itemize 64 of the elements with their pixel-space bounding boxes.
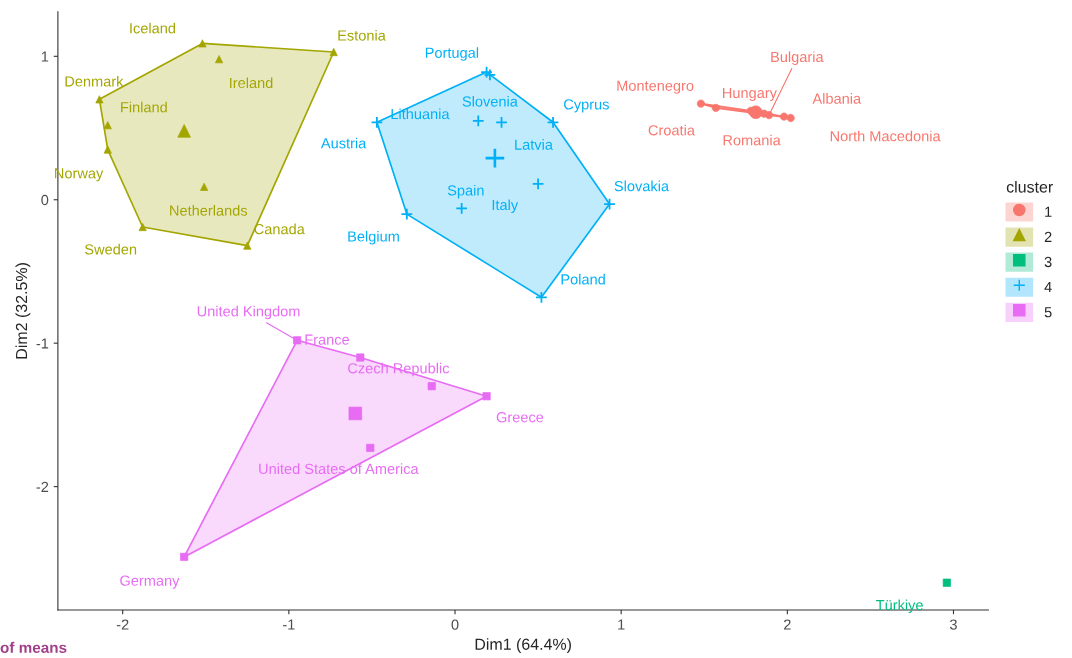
- y-tick-label: -2: [36, 481, 49, 492]
- y-tick-label: -1: [36, 338, 49, 349]
- point: [603, 197, 616, 211]
- point: [546, 116, 560, 129]
- annotation: Sweden: [85, 243, 137, 255]
- annotation: Ireland: [230, 77, 273, 89]
- annotation: Poland: [561, 273, 605, 285]
- annotation: Portugal: [425, 47, 479, 61]
- annotation: Greece: [496, 412, 544, 423]
- y-axis-title: Dim2 (32.5%): [15, 263, 31, 359]
- annotation: Belgium: [348, 230, 399, 245]
- annotation: Czech Republic: [348, 362, 450, 377]
- annotation: Lithuania: [391, 108, 450, 120]
- legend-label: 5: [1044, 307, 1052, 318]
- annotation: Iceland: [130, 22, 176, 34]
- annotation: France: [305, 334, 350, 345]
- annotation: Cyprus: [564, 99, 609, 113]
- legend-title: cluster: [1006, 180, 1053, 193]
- x-tick-label: -2: [116, 619, 129, 630]
- x-tick-label: 2: [784, 619, 791, 630]
- annotation: Croatia: [648, 124, 695, 136]
- annotation: Türkiye: [876, 599, 923, 614]
- point: [483, 68, 497, 82]
- annotation: Norway: [55, 168, 104, 182]
- legend-label: 2: [1044, 231, 1052, 242]
- point: [495, 116, 508, 129]
- point: [471, 114, 485, 128]
- point: [480, 65, 493, 79]
- x-tick-label: -1: [283, 619, 295, 630]
- annotation: Albania: [812, 93, 862, 104]
- point: [400, 207, 414, 221]
- annotation: Netherlands: [170, 205, 248, 216]
- annotation: Slovakia: [614, 180, 670, 192]
- x-tick-label: 3: [949, 619, 957, 630]
- point: [531, 177, 545, 191]
- point: [535, 290, 548, 304]
- point: [370, 116, 384, 129]
- annotation: Austria: [320, 137, 367, 149]
- annotation: Denmark: [65, 75, 124, 87]
- annotation: Romania: [723, 134, 781, 146]
- point: [484, 147, 506, 169]
- annotation: Italy: [492, 199, 519, 213]
- legend-label: 3: [1044, 256, 1052, 268]
- annotation: Slovenia: [462, 95, 518, 107]
- annotation: Hungary: [723, 87, 777, 101]
- annotation: United Kingdom: [197, 305, 300, 320]
- text: of means: [0, 641, 67, 654]
- y-tick-label: 1: [41, 51, 49, 62]
- annotation: Germany: [120, 575, 180, 589]
- annotation: Canada: [254, 223, 305, 235]
- x-axis-title: Dim1 (64.4%): [475, 638, 571, 654]
- x-tick-label: 1: [618, 619, 625, 630]
- annotation: Finland: [121, 101, 167, 113]
- legend-label: 1: [1045, 206, 1052, 217]
- legend-label: 4: [1044, 282, 1052, 293]
- x-tick-label: 0: [451, 619, 459, 630]
- annotation: Spain: [447, 184, 484, 199]
- point: [455, 202, 468, 215]
- annotation: Montenegro: [617, 80, 694, 94]
- annotation: North Macedonia: [830, 130, 941, 142]
- annotation: Latvia: [515, 139, 553, 150]
- annotation: Bulgaria: [771, 51, 824, 65]
- annotation: Estonia: [338, 29, 386, 41]
- y-tick-label: 0: [41, 194, 49, 206]
